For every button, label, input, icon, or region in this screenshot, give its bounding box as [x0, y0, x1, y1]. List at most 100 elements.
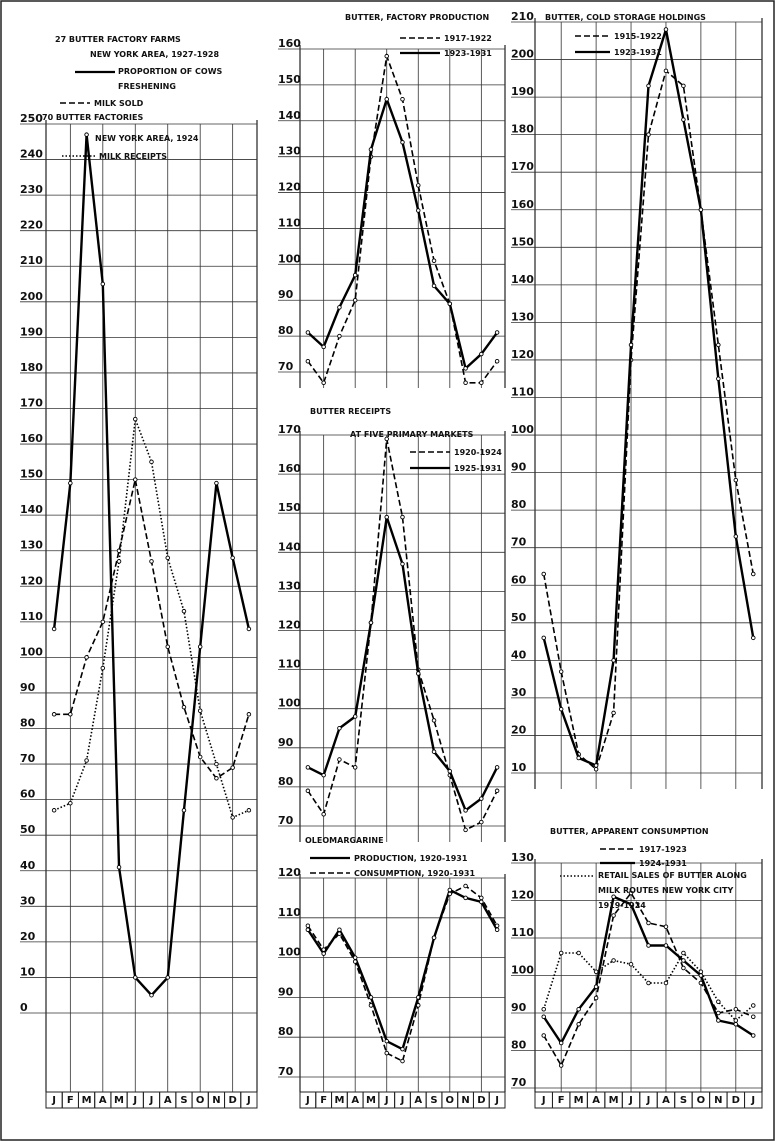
y-tick-label: 60 [511, 573, 527, 586]
x-tick-label: J [132, 1095, 137, 1106]
point [716, 1018, 721, 1023]
point [197, 754, 203, 760]
y-tick-label: 250 [20, 112, 43, 125]
y-tick-label: 100 [278, 252, 301, 265]
point [447, 891, 453, 897]
point [181, 808, 187, 813]
point [400, 96, 405, 102]
point [368, 995, 374, 1000]
x-tick-label: S [680, 1095, 687, 1106]
point [463, 380, 468, 386]
point [165, 555, 170, 561]
point [337, 726, 342, 731]
point [646, 943, 651, 948]
x-tick-label: N [212, 1095, 220, 1106]
y-tick-label: 110 [278, 658, 301, 671]
y-tick-label: 70 [511, 536, 527, 549]
point [733, 1022, 739, 1027]
y-tick-label: 130 [20, 539, 43, 552]
y-tick-label: 180 [511, 123, 534, 136]
point [576, 1007, 581, 1012]
x-tick-label: J [246, 1095, 251, 1106]
x-tick-label: A [662, 1095, 670, 1106]
x-tick-label: F [67, 1095, 74, 1106]
point [646, 980, 651, 986]
x-tick-label: M [574, 1095, 584, 1106]
legend-label: MILK SOLD [94, 99, 144, 108]
y-tick-label: 70 [511, 1076, 527, 1089]
point [628, 342, 634, 348]
y-tick-label: 210 [511, 10, 534, 23]
point [416, 208, 421, 213]
point [541, 635, 546, 641]
point [197, 644, 203, 649]
point [593, 763, 599, 768]
point [593, 766, 599, 772]
point [611, 913, 616, 918]
y-tick-label: 40 [20, 859, 36, 872]
point [751, 635, 756, 641]
point [447, 769, 453, 774]
point [479, 819, 484, 825]
y-tick-label: 230 [20, 183, 43, 196]
y-tick-label: 70 [278, 814, 294, 827]
point [321, 812, 326, 817]
point [68, 712, 73, 717]
point [494, 765, 500, 770]
y-tick-label: 120 [20, 574, 43, 587]
point [305, 788, 311, 794]
y-tick-label: 140 [20, 503, 43, 516]
point [337, 927, 342, 932]
point [698, 969, 704, 975]
point [558, 669, 564, 674]
legend-label: 1923-1931 [614, 48, 662, 57]
point [716, 376, 721, 381]
point [384, 1050, 389, 1056]
y-tick-label: 140 [511, 273, 534, 286]
x-tick-label: J [541, 1095, 546, 1106]
y-tick-label: 50 [511, 611, 527, 624]
point [663, 943, 669, 948]
point [100, 281, 106, 287]
y-tick-label: 120 [278, 619, 301, 632]
x-tick-label: J [400, 1095, 405, 1106]
point [165, 644, 170, 649]
legend-label: 1923-1931 [444, 49, 492, 58]
legend-label: 1915-1922 [614, 32, 662, 41]
y-tick-label: 90 [511, 1001, 527, 1014]
point [463, 883, 468, 889]
y-tick-label: 50 [20, 823, 36, 836]
point [611, 958, 616, 963]
y-tick-label: 70 [20, 752, 36, 765]
x-tick-label: S [430, 1095, 437, 1106]
point [494, 788, 500, 794]
point [541, 1033, 546, 1038]
y-tick-label: 170 [511, 160, 534, 173]
point [494, 358, 500, 364]
y-tick-label: 10 [511, 761, 527, 774]
point [214, 776, 219, 781]
legend-label: 1917-1923 [639, 845, 687, 854]
x-tick-label: A [164, 1095, 172, 1106]
legend-label: CONSUMPTION, 1920-1931 [354, 869, 475, 878]
y-tick-label: 20 [511, 723, 527, 736]
point [646, 132, 651, 137]
point [494, 923, 500, 929]
y-tick-label: 150 [511, 235, 534, 248]
point [593, 995, 599, 1001]
y-tick-label: 200 [511, 48, 534, 61]
point [100, 665, 106, 671]
point [384, 53, 389, 59]
point [214, 761, 219, 767]
x-tick-label: A [414, 1095, 422, 1106]
point [541, 571, 546, 577]
y-tick-label: 120 [278, 181, 301, 194]
point [716, 342, 721, 348]
y-tick-label: 110 [278, 906, 301, 919]
point [321, 947, 326, 952]
x-tick-label: A [592, 1095, 600, 1106]
x-tick-label: A [99, 1095, 107, 1106]
x-tick-label: O [196, 1095, 205, 1106]
point [576, 1022, 581, 1027]
y-tick-label: 80 [278, 1025, 294, 1038]
